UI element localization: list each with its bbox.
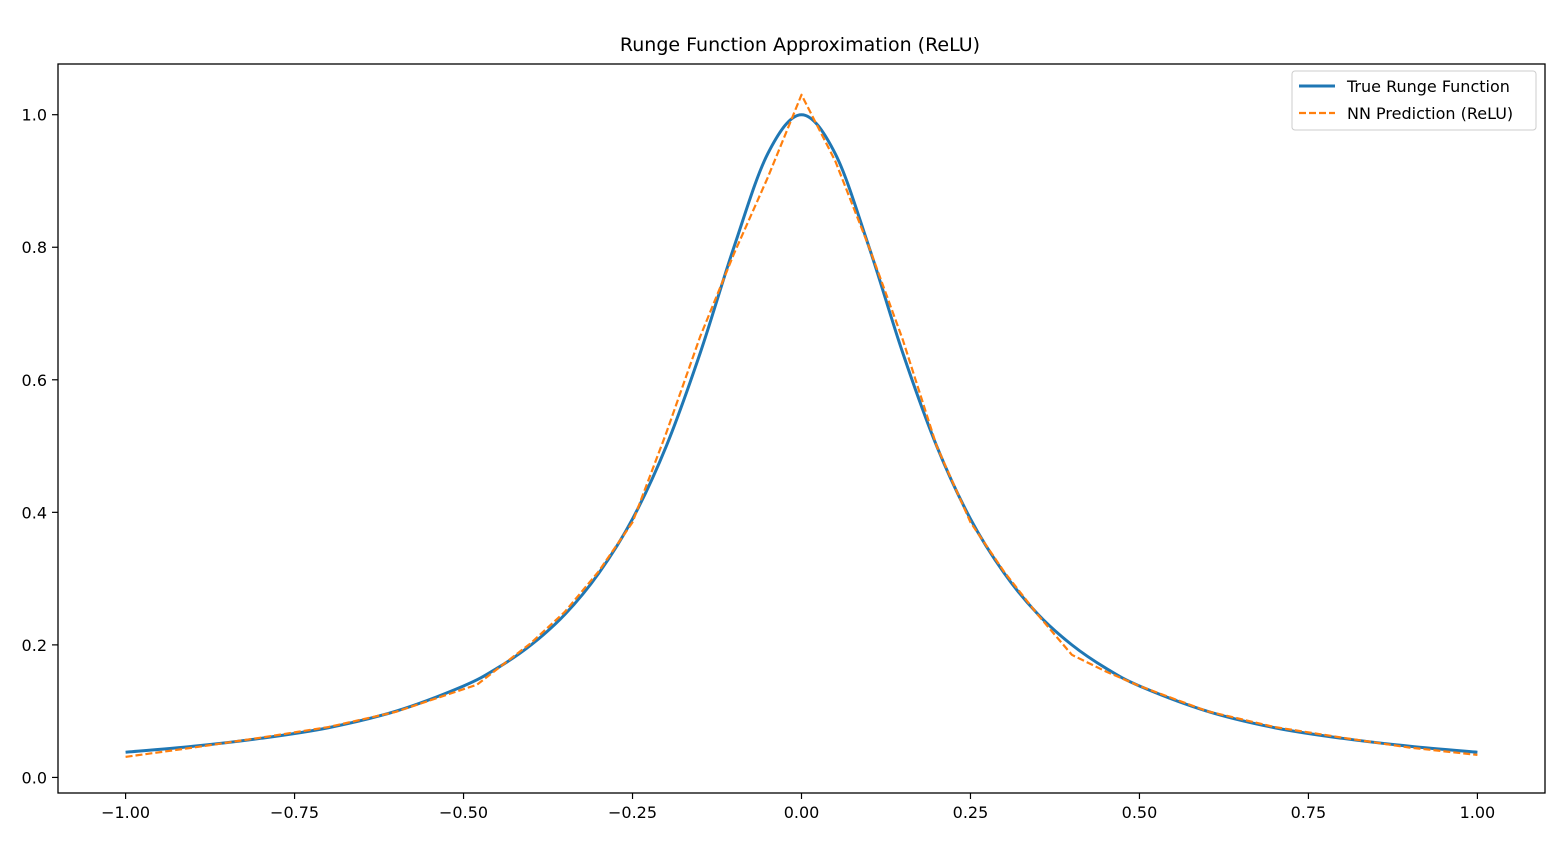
y-tick-label: 0.4 — [22, 503, 47, 522]
y-tick-label: 0.2 — [22, 636, 47, 655]
plot-frame — [57, 63, 1546, 794]
x-tick-label: 0.75 — [1291, 803, 1327, 822]
x-tick-label: 0.00 — [784, 803, 820, 822]
legend-label-true-runge: True Runge Function — [1346, 77, 1510, 96]
x-tick-label: 1.00 — [1460, 803, 1496, 822]
y-tick-label: 1.0 — [22, 106, 47, 125]
legend-box — [1291, 70, 1537, 131]
x-tick-label: −0.25 — [608, 803, 657, 822]
legend: True Runge Function NN Prediction (ReLU) — [1291, 70, 1537, 131]
legend-label-nn-prediction: NN Prediction (ReLU) — [1347, 104, 1513, 123]
x-tick-label: −0.75 — [270, 803, 319, 822]
x-tick-label: 0.25 — [953, 803, 989, 822]
y-axis: 0.0 0.2 0.4 0.6 0.8 1.0 — [22, 106, 58, 787]
plot-area — [57, 63, 1546, 794]
x-tick-label: −0.50 — [439, 803, 488, 822]
x-tick-label: 0.50 — [1122, 803, 1158, 822]
y-tick-label: 0.0 — [22, 768, 47, 787]
y-tick-label: 0.6 — [22, 371, 47, 390]
x-tick-label: −1.00 — [101, 803, 150, 822]
x-axis: −1.00 −0.75 −0.50 −0.25 0.00 0.25 0.50 0.75 1.00 — [101, 793, 1495, 822]
y-tick-label: 0.8 — [22, 238, 47, 257]
series-layer — [125, 93, 1478, 758]
series-line-nn-prediction — [125, 93, 1478, 758]
chart-title: Runge Function Approximation (ReLU) — [620, 34, 980, 56]
series-line-true-runge — [125, 113, 1478, 754]
